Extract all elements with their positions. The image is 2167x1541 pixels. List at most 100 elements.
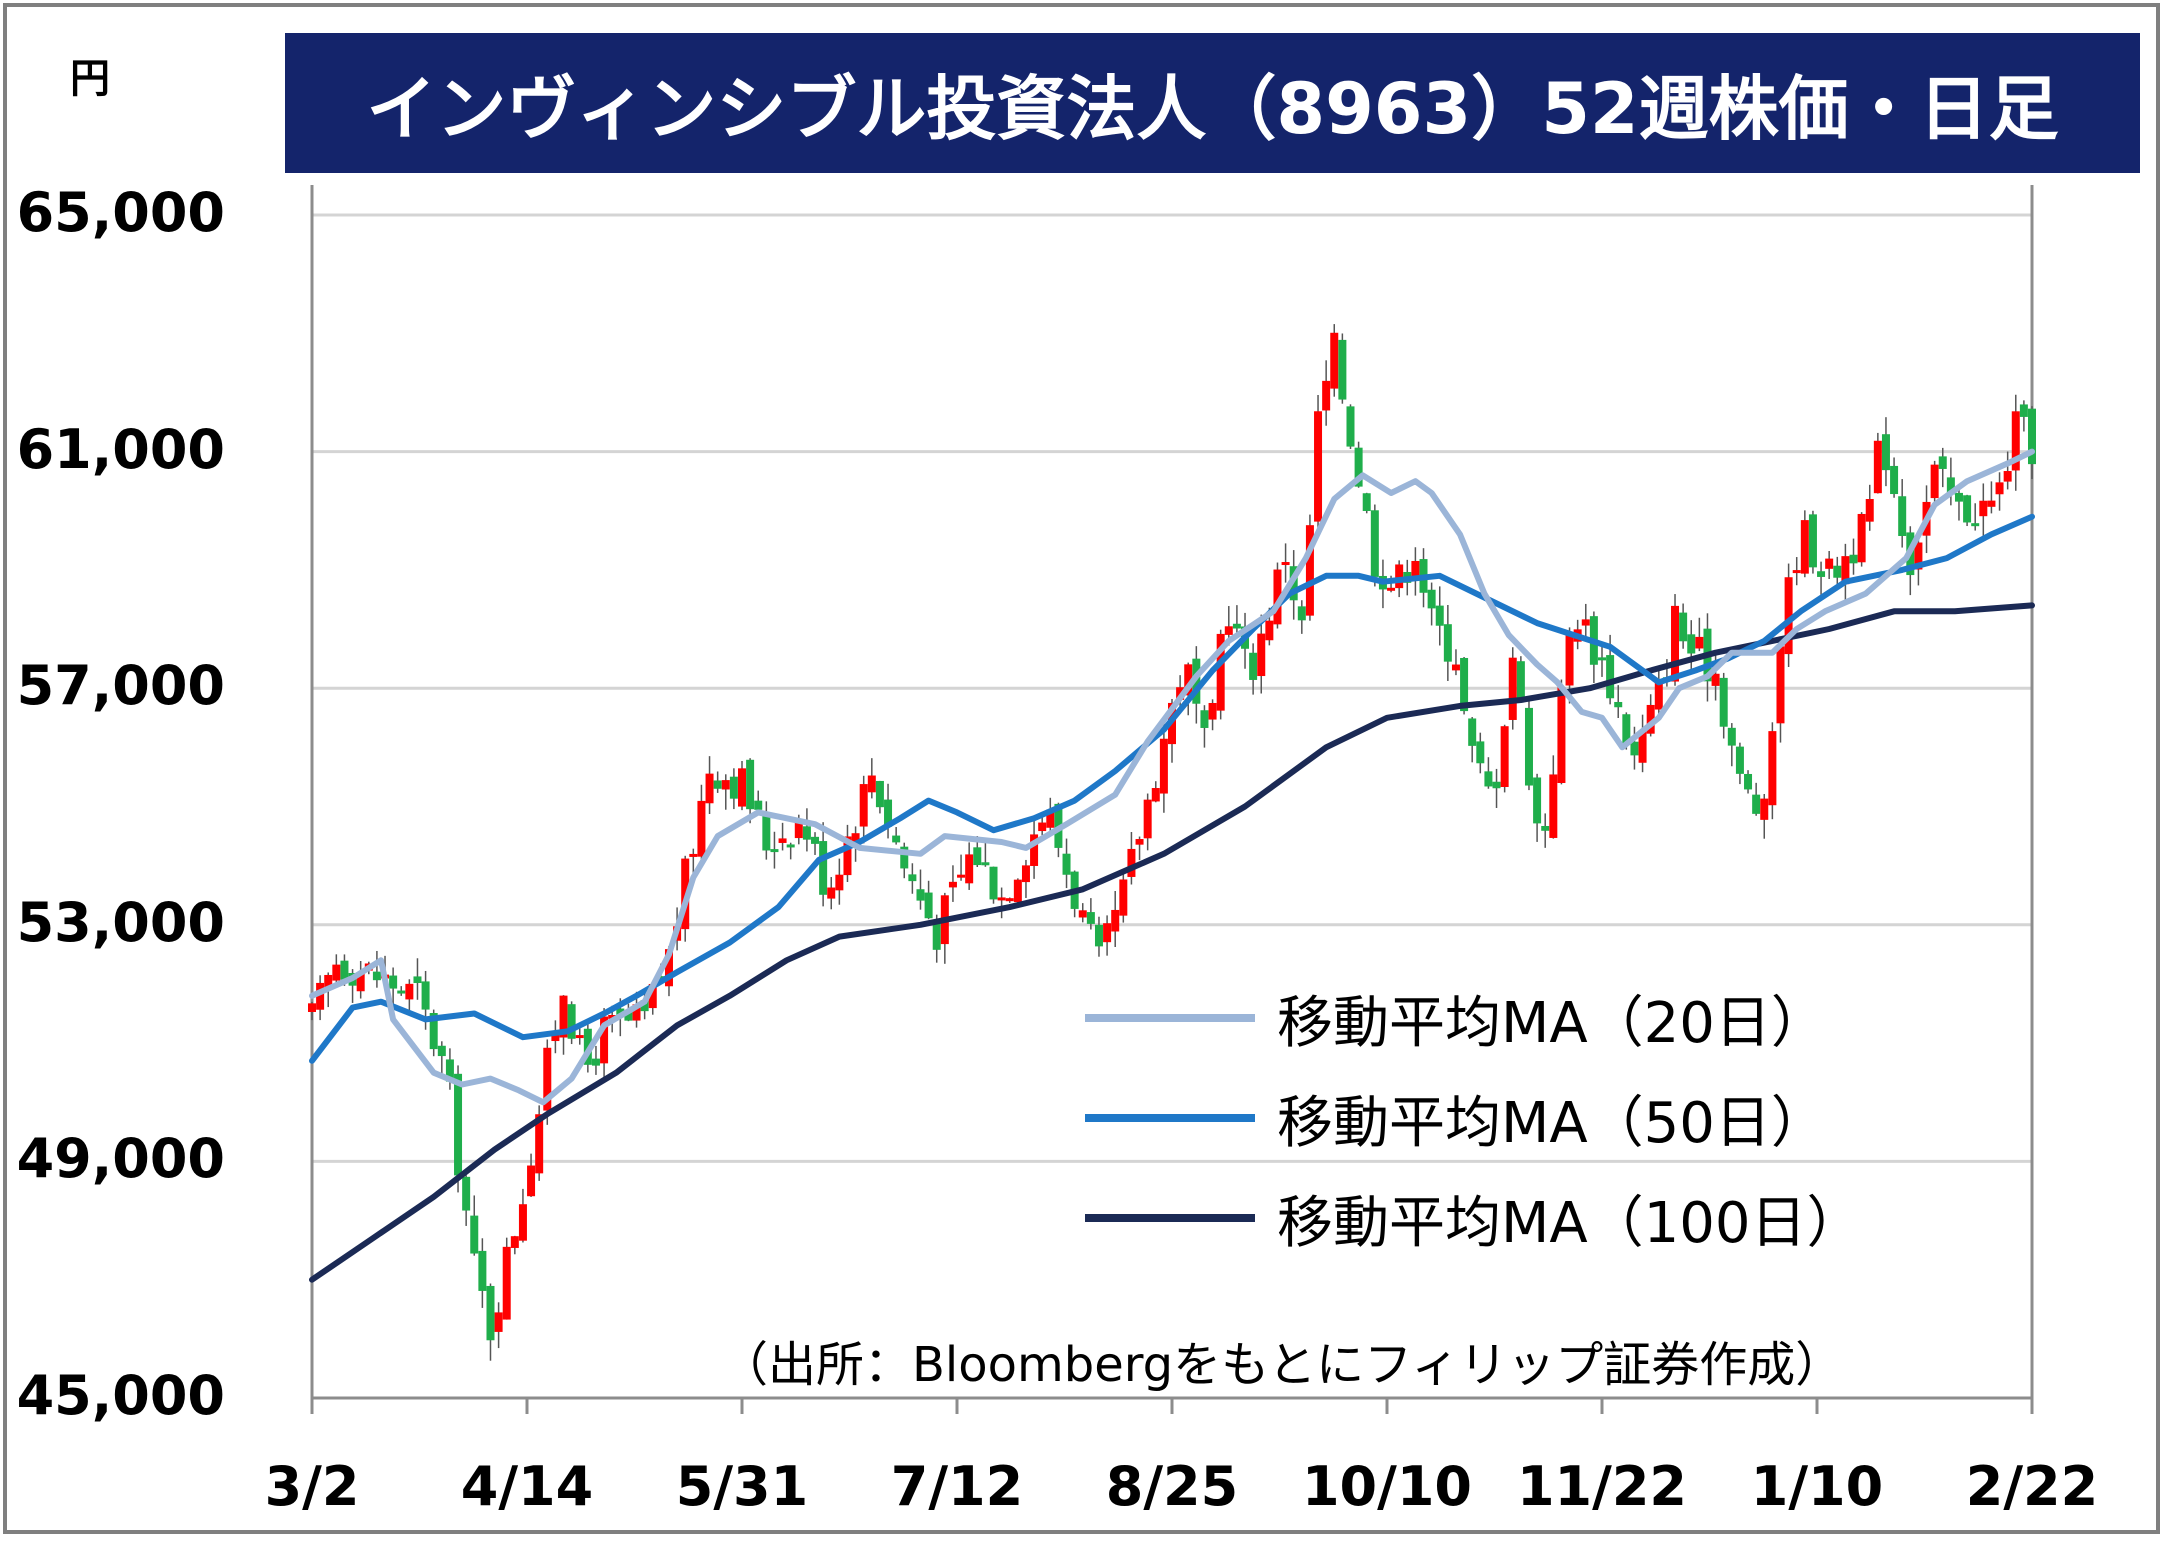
candle-down — [1062, 853, 1071, 875]
candle-up — [1695, 636, 1704, 649]
x-tick-label: 4/14 — [460, 1455, 594, 1518]
candle-up — [405, 983, 414, 1000]
y-tick-label: 57,000 — [16, 654, 225, 718]
candle-up — [1208, 702, 1217, 720]
candle-up — [316, 982, 325, 1010]
candle-down — [729, 776, 738, 799]
y-tick-label: 53,000 — [16, 890, 225, 954]
candle-up — [948, 881, 957, 888]
candle-down — [1533, 777, 1542, 824]
candle-down — [1516, 661, 1525, 702]
legend-item-ma100: 移動平均MA（100日） — [1085, 1178, 1863, 1258]
candle-up — [600, 1016, 609, 1064]
candle-down — [437, 1045, 446, 1057]
candle-up — [689, 853, 698, 857]
y-tick-label: 49,000 — [16, 1127, 225, 1191]
candle-down — [486, 1285, 495, 1341]
candle-up — [575, 1035, 584, 1039]
candle-up — [1638, 731, 1647, 763]
candle-up — [1792, 570, 1801, 574]
candle-down — [478, 1250, 487, 1291]
candle-down — [924, 892, 933, 919]
candle-up — [1995, 482, 2004, 495]
candle-up — [1979, 500, 1988, 517]
gridlines — [312, 213, 2032, 1163]
candle-down — [397, 990, 406, 994]
candle-down — [981, 862, 990, 866]
candle-up — [664, 949, 673, 987]
candle-down — [1719, 677, 1728, 727]
candle-down — [2028, 408, 2036, 465]
candle-up — [1914, 542, 1923, 570]
candle-down — [1362, 493, 1371, 511]
candle-up — [308, 1003, 316, 1012]
candle-up — [1549, 774, 1558, 838]
candle-down — [973, 847, 982, 866]
candle-up — [1873, 440, 1882, 494]
y-tick-label: 65,000 — [16, 181, 225, 244]
candle-down — [1898, 496, 1907, 536]
candle-down — [1833, 565, 1842, 578]
candle-down — [372, 971, 381, 981]
candle-down — [1427, 589, 1436, 609]
legend-label-ma100: 移動平均MA（100日） — [1277, 1190, 1863, 1256]
candle-up — [1224, 626, 1233, 635]
candle-up — [1841, 556, 1850, 585]
candle-down — [1443, 624, 1452, 662]
candle-up — [1557, 687, 1566, 783]
candle-down — [1808, 514, 1817, 568]
y-tick-label: 61,000 — [16, 417, 225, 481]
candle-up — [1411, 560, 1420, 579]
candle-down — [932, 922, 941, 950]
candle-down — [1946, 477, 1955, 495]
candle-up — [1013, 879, 1022, 903]
candle-down — [1614, 701, 1623, 708]
y-tick-label: 45,000 — [16, 1364, 225, 1427]
candle-up — [794, 819, 803, 839]
candle-up — [1005, 898, 1014, 902]
candle-up — [705, 773, 714, 804]
candle-up — [494, 1312, 503, 1332]
candle-up — [997, 897, 1006, 901]
candle-up — [648, 983, 657, 1009]
candle-down — [2019, 404, 2028, 417]
candle-up — [1784, 577, 1793, 655]
candle-up — [356, 972, 365, 992]
candle-down — [989, 866, 998, 900]
y-axis-unit-label: 円 — [70, 56, 110, 102]
candle-down — [1735, 746, 1744, 774]
candle-down — [567, 1004, 576, 1039]
candle-up — [1581, 619, 1590, 626]
candle-down — [656, 976, 665, 980]
candle-up — [1143, 799, 1152, 839]
candle-down — [1249, 652, 1258, 680]
candle-up — [1508, 657, 1517, 720]
x-tick-label: 3/2 — [264, 1455, 360, 1518]
candle-up — [697, 800, 706, 857]
legend-swatch-ma100 — [1085, 1214, 1255, 1222]
candle-down — [1524, 707, 1533, 786]
candle-up — [1273, 569, 1282, 625]
candle-up — [1646, 704, 1655, 734]
candle-up — [1987, 500, 1996, 507]
candle-up — [721, 780, 730, 790]
candle-up — [1768, 731, 1777, 806]
chart-frame — [3, 3, 2160, 1534]
candle-down — [1232, 623, 1241, 629]
candle-down — [470, 1215, 479, 1254]
candle-down — [1687, 634, 1696, 654]
candle-down — [1752, 794, 1761, 814]
candle-up — [518, 1204, 527, 1241]
candle-up — [1857, 513, 1866, 563]
candle-down — [1881, 434, 1890, 471]
candle-down — [421, 981, 430, 1010]
candle-up — [551, 1034, 560, 1042]
candle-down — [1679, 612, 1688, 642]
candle-up — [851, 833, 860, 844]
legend-swatch-ma50 — [1085, 1114, 1255, 1122]
candle-down — [1346, 406, 1355, 447]
x-tick-label: 8/25 — [1105, 1455, 1239, 1518]
candle-up — [1930, 464, 1939, 499]
candle-down — [1370, 510, 1379, 577]
candle-down — [1435, 605, 1444, 626]
